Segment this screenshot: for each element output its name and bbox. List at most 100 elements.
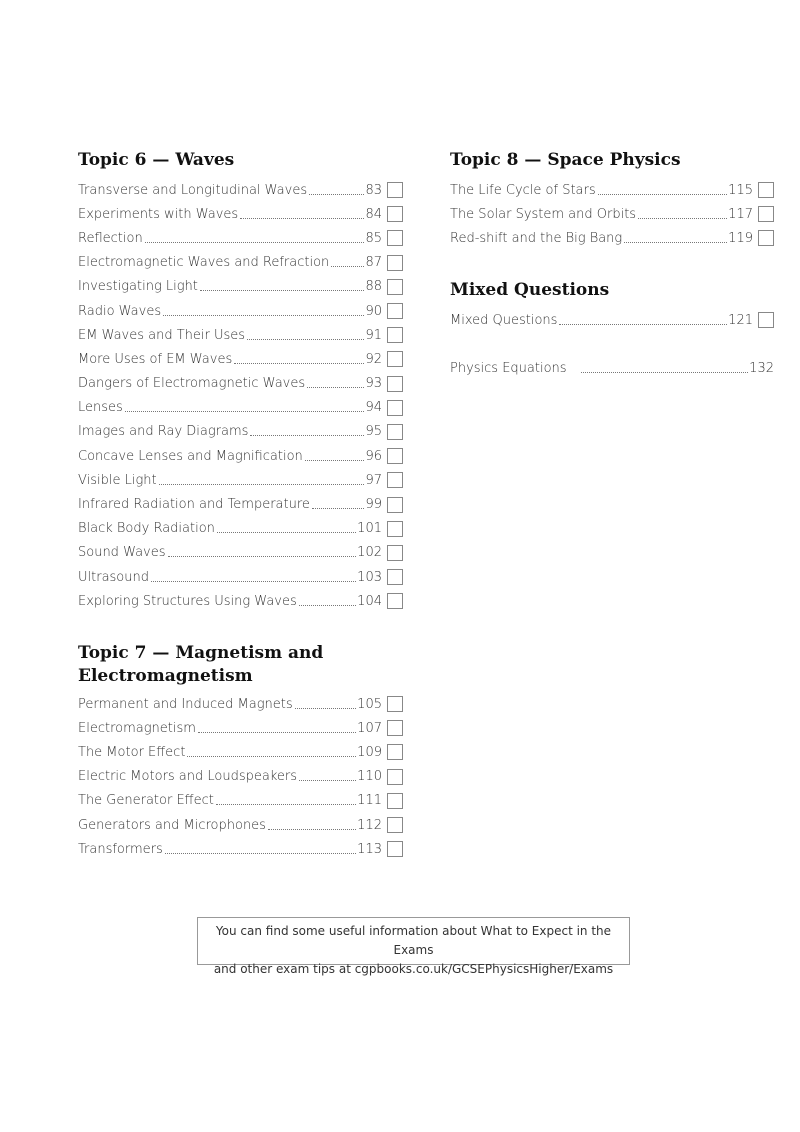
entry-label: Reflection — [78, 230, 143, 246]
contents-entry: The Solar System and Orbits 117 — [450, 202, 774, 226]
dot-leader — [638, 217, 728, 219]
note-line-2: and other exam tips at cgpbooks.co.uk/GC… — [213, 962, 614, 976]
progress-checkbox[interactable] — [758, 312, 774, 329]
entry-label: Electromagnetism — [78, 720, 196, 736]
entry-label: Red-shift and the Big Bang — [450, 230, 623, 246]
progress-checkbox[interactable] — [387, 520, 403, 537]
contents-entry: The Life Cycle of Stars 115 — [450, 178, 774, 202]
progress-checkbox[interactable] — [387, 496, 403, 513]
progress-checkbox[interactable] — [387, 351, 403, 368]
entry-page: 84 — [365, 206, 382, 222]
progress-checkbox[interactable] — [387, 327, 403, 344]
contents-entry: Images and Ray Diagrams 95 — [78, 420, 403, 444]
dot-leader — [298, 604, 357, 606]
dot-leader — [267, 828, 357, 830]
contents-entry: More Uses of EM Waves 92 — [78, 347, 403, 371]
progress-checkbox[interactable] — [387, 278, 403, 295]
contents-entry: The Generator Effect 111 — [78, 789, 403, 813]
entry-page: 92 — [365, 351, 382, 367]
dot-leader — [216, 532, 357, 534]
contents-entry: EM Waves and Their Uses 91 — [78, 323, 403, 347]
progress-checkbox[interactable] — [758, 206, 774, 223]
topic-8-section: Topic 8 — Space Physics The Life Cycle o… — [450, 149, 774, 251]
entry-label: Lenses — [78, 400, 123, 416]
contents-entry: Electric Motors and Loudspeakers 110 — [78, 765, 403, 789]
progress-checkbox[interactable] — [387, 569, 403, 586]
entry-label: The Life Cycle of Stars — [450, 182, 596, 198]
entry-label: Dangers of Electromagnetic Waves — [78, 376, 306, 392]
dot-leader — [187, 755, 357, 757]
contents-entry: Electromagnetic Waves and Refraction 87 — [78, 251, 403, 275]
entry-page: 110 — [357, 769, 382, 785]
entry-label: Permanent and Induced Magnets — [78, 696, 293, 712]
entry-label: Transformers — [78, 841, 163, 857]
contents-entry: Electromagnetism 107 — [78, 716, 403, 740]
dot-leader — [197, 731, 357, 733]
entry-page: 99 — [365, 497, 382, 513]
entry-label: Black Body Radiation — [78, 521, 215, 537]
progress-checkbox[interactable] — [387, 303, 403, 320]
entry-page: 83 — [365, 182, 382, 198]
dot-leader — [331, 266, 365, 268]
progress-checkbox[interactable] — [387, 182, 403, 199]
contents-entry: Infrared Radiation and Temperature 99 — [78, 492, 403, 516]
progress-checkbox[interactable] — [387, 472, 403, 489]
progress-checkbox[interactable] — [387, 768, 403, 785]
mixed-questions-title: Mixed Questions — [450, 280, 610, 300]
progress-checkbox[interactable] — [387, 744, 403, 761]
contents-entry: Reflection 85 — [78, 226, 403, 250]
progress-checkbox[interactable] — [758, 230, 774, 247]
entry-page: 111 — [357, 793, 382, 809]
progress-checkbox[interactable] — [758, 182, 774, 199]
entry-label: Experiments with Waves — [78, 206, 239, 222]
contents-entry: The Motor Effect 109 — [78, 740, 403, 764]
entry-label: Investigating Light — [78, 279, 198, 295]
dot-leader — [250, 435, 365, 437]
entry-label: Physics Equations — [450, 360, 567, 376]
entry-label: Concave Lenses and Magnification — [78, 448, 303, 464]
dot-leader — [163, 314, 365, 316]
progress-checkbox[interactable] — [387, 817, 403, 834]
entry-page: 97 — [365, 472, 382, 488]
entry-page: 113 — [357, 841, 382, 857]
entry-label: Ultrasound — [78, 569, 149, 585]
progress-checkbox[interactable] — [387, 544, 403, 561]
entry-page: 87 — [365, 255, 382, 271]
progress-checkbox[interactable] — [387, 448, 403, 465]
progress-checkbox[interactable] — [387, 841, 403, 858]
progress-checkbox[interactable] — [387, 423, 403, 440]
contents-entry: Experiments with Waves 84 — [78, 202, 403, 226]
note-line-1: You can find some useful information abo… — [215, 924, 612, 957]
progress-checkbox[interactable] — [387, 254, 403, 271]
dot-leader — [151, 580, 357, 582]
entry-label: Electromagnetic Waves and Refraction — [78, 255, 330, 271]
entry-page: 115 — [728, 182, 753, 198]
contents-entry: Red-shift and the Big Bang 119 — [450, 226, 774, 250]
progress-checkbox[interactable] — [387, 399, 403, 416]
progress-checkbox[interactable] — [387, 720, 403, 737]
physics-equations-entry: Physics Equations 132 — [450, 356, 774, 380]
contents-entry: Generators and Microphones 112 — [78, 813, 403, 837]
entry-page: 109 — [357, 744, 382, 760]
progress-checkbox[interactable] — [387, 696, 403, 713]
entry-label: Radio Waves — [78, 303, 162, 319]
entry-page: 88 — [365, 279, 382, 295]
progress-checkbox[interactable] — [387, 792, 403, 809]
dot-leader — [294, 707, 357, 709]
entry-label: Visible Light — [78, 472, 157, 488]
contents-entry: Dangers of Electromagnetic Waves 93 — [78, 372, 403, 396]
entry-page: 121 — [728, 312, 753, 328]
progress-checkbox[interactable] — [387, 206, 403, 223]
entry-page: 94 — [365, 400, 382, 416]
topic-7-title-line2: Electromagnetism — [78, 666, 253, 686]
contents-entry: Radio Waves 90 — [78, 299, 403, 323]
dot-leader — [199, 290, 365, 292]
progress-checkbox[interactable] — [387, 593, 403, 610]
contents-entry: Black Body Radiation 101 — [78, 517, 403, 541]
entry-label: Sound Waves — [78, 545, 166, 561]
progress-checkbox[interactable] — [387, 230, 403, 247]
entry-page: 95 — [365, 424, 382, 440]
dot-leader — [311, 508, 365, 510]
entry-page: 132 — [749, 360, 774, 376]
progress-checkbox[interactable] — [387, 375, 403, 392]
